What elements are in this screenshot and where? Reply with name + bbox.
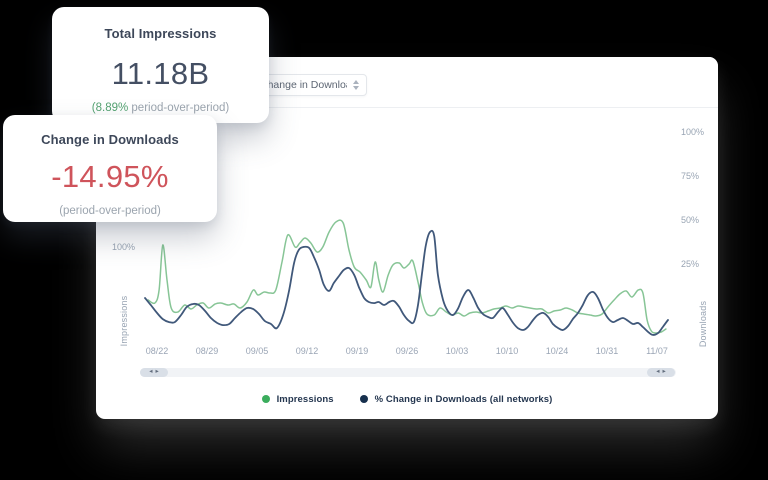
scroll-left-arrow-icon: ◂ <box>656 368 660 376</box>
right-axis-title: Downloads <box>698 300 708 348</box>
x-axis-tick-label: 10/03 <box>445 346 469 356</box>
right-axis-tick-label: 50% <box>681 215 700 225</box>
right-axis-tick-label: 100% <box>681 127 705 137</box>
x-axis-tick-label: 09/05 <box>245 346 269 356</box>
metric-select-value: Change in Downloads <box>260 79 347 91</box>
x-axis-tick-label: 10/31 <box>595 346 619 356</box>
total-impressions-card: Total Impressions 11.18B (8.89% period-o… <box>52 7 269 123</box>
series-line-left <box>147 219 667 334</box>
card-value: 11.18B <box>111 56 210 91</box>
right-axis-tick-label: 75% <box>681 171 700 181</box>
left-axis-title: Impressions <box>119 295 129 347</box>
legend-dot-icon <box>359 395 368 403</box>
period-change-value: (8.89% <box>91 102 129 114</box>
legend-label: % Change in Downloads (all networks) <box>374 393 553 405</box>
chart-panel: Change in Downloads 100% Impressions Dow… <box>96 57 718 419</box>
card-subtext: (8.89% period-over-period) <box>52 102 269 114</box>
legend-dot-icon <box>261 395 270 403</box>
card-title: Change in Downloads <box>41 132 179 147</box>
chart-area: 100% Impressions Downloads 100% 75% 50% 25%… <box>96 107 718 419</box>
x-axis-tick-label: 09/19 <box>345 346 369 356</box>
chart-lines <box>144 219 669 336</box>
scroll-left-arrow-icon: ◂ <box>149 368 153 376</box>
change-in-downloads-card: Change in Downloads -14.95% (period-over… <box>3 115 217 222</box>
card-subtext: (period-over-period) <box>59 205 161 217</box>
legend-item[interactable]: Impressions <box>261 393 334 405</box>
chart-scrollbar[interactable]: ◂ ▸ ◂ ▸ <box>140 368 676 377</box>
card-value: -14.95% <box>51 159 169 194</box>
scroll-right-arrow-icon: ▸ <box>662 368 666 376</box>
scroll-right-handle[interactable]: ◂ ▸ <box>647 368 675 377</box>
x-axis-tick-label: 08/29 <box>195 346 219 356</box>
select-chevrons-icon <box>353 80 359 90</box>
legend-label: Impressions <box>276 393 334 405</box>
scroll-left-handle[interactable]: ◂ ▸ <box>140 368 168 377</box>
card-title: Total Impressions <box>104 26 217 41</box>
left-axis-tick-label: 100% <box>111 242 135 252</box>
legend-item[interactable]: % Change in Downloads (all networks) <box>359 393 553 405</box>
x-axis-tick-label: 11/07 <box>646 346 668 356</box>
chart-legend: Impressions % Change in Downloads (all ne… <box>96 392 718 406</box>
x-axis-tick-label: 10/10 <box>495 346 519 356</box>
period-change-suffix: period-over-period) <box>128 102 230 114</box>
x-axis-tick-label: 09/12 <box>295 346 319 356</box>
x-axis-tick-label: 10/24 <box>545 346 569 356</box>
scroll-right-arrow-icon: ▸ <box>155 368 159 376</box>
x-axis-tick-label: 08/22 <box>145 346 169 356</box>
series-line-right <box>144 229 669 336</box>
x-axis-tick-label: 09/26 <box>395 346 419 356</box>
metric-select[interactable]: Change in Downloads <box>250 74 367 96</box>
right-axis-tick-label: 25% <box>681 259 700 269</box>
